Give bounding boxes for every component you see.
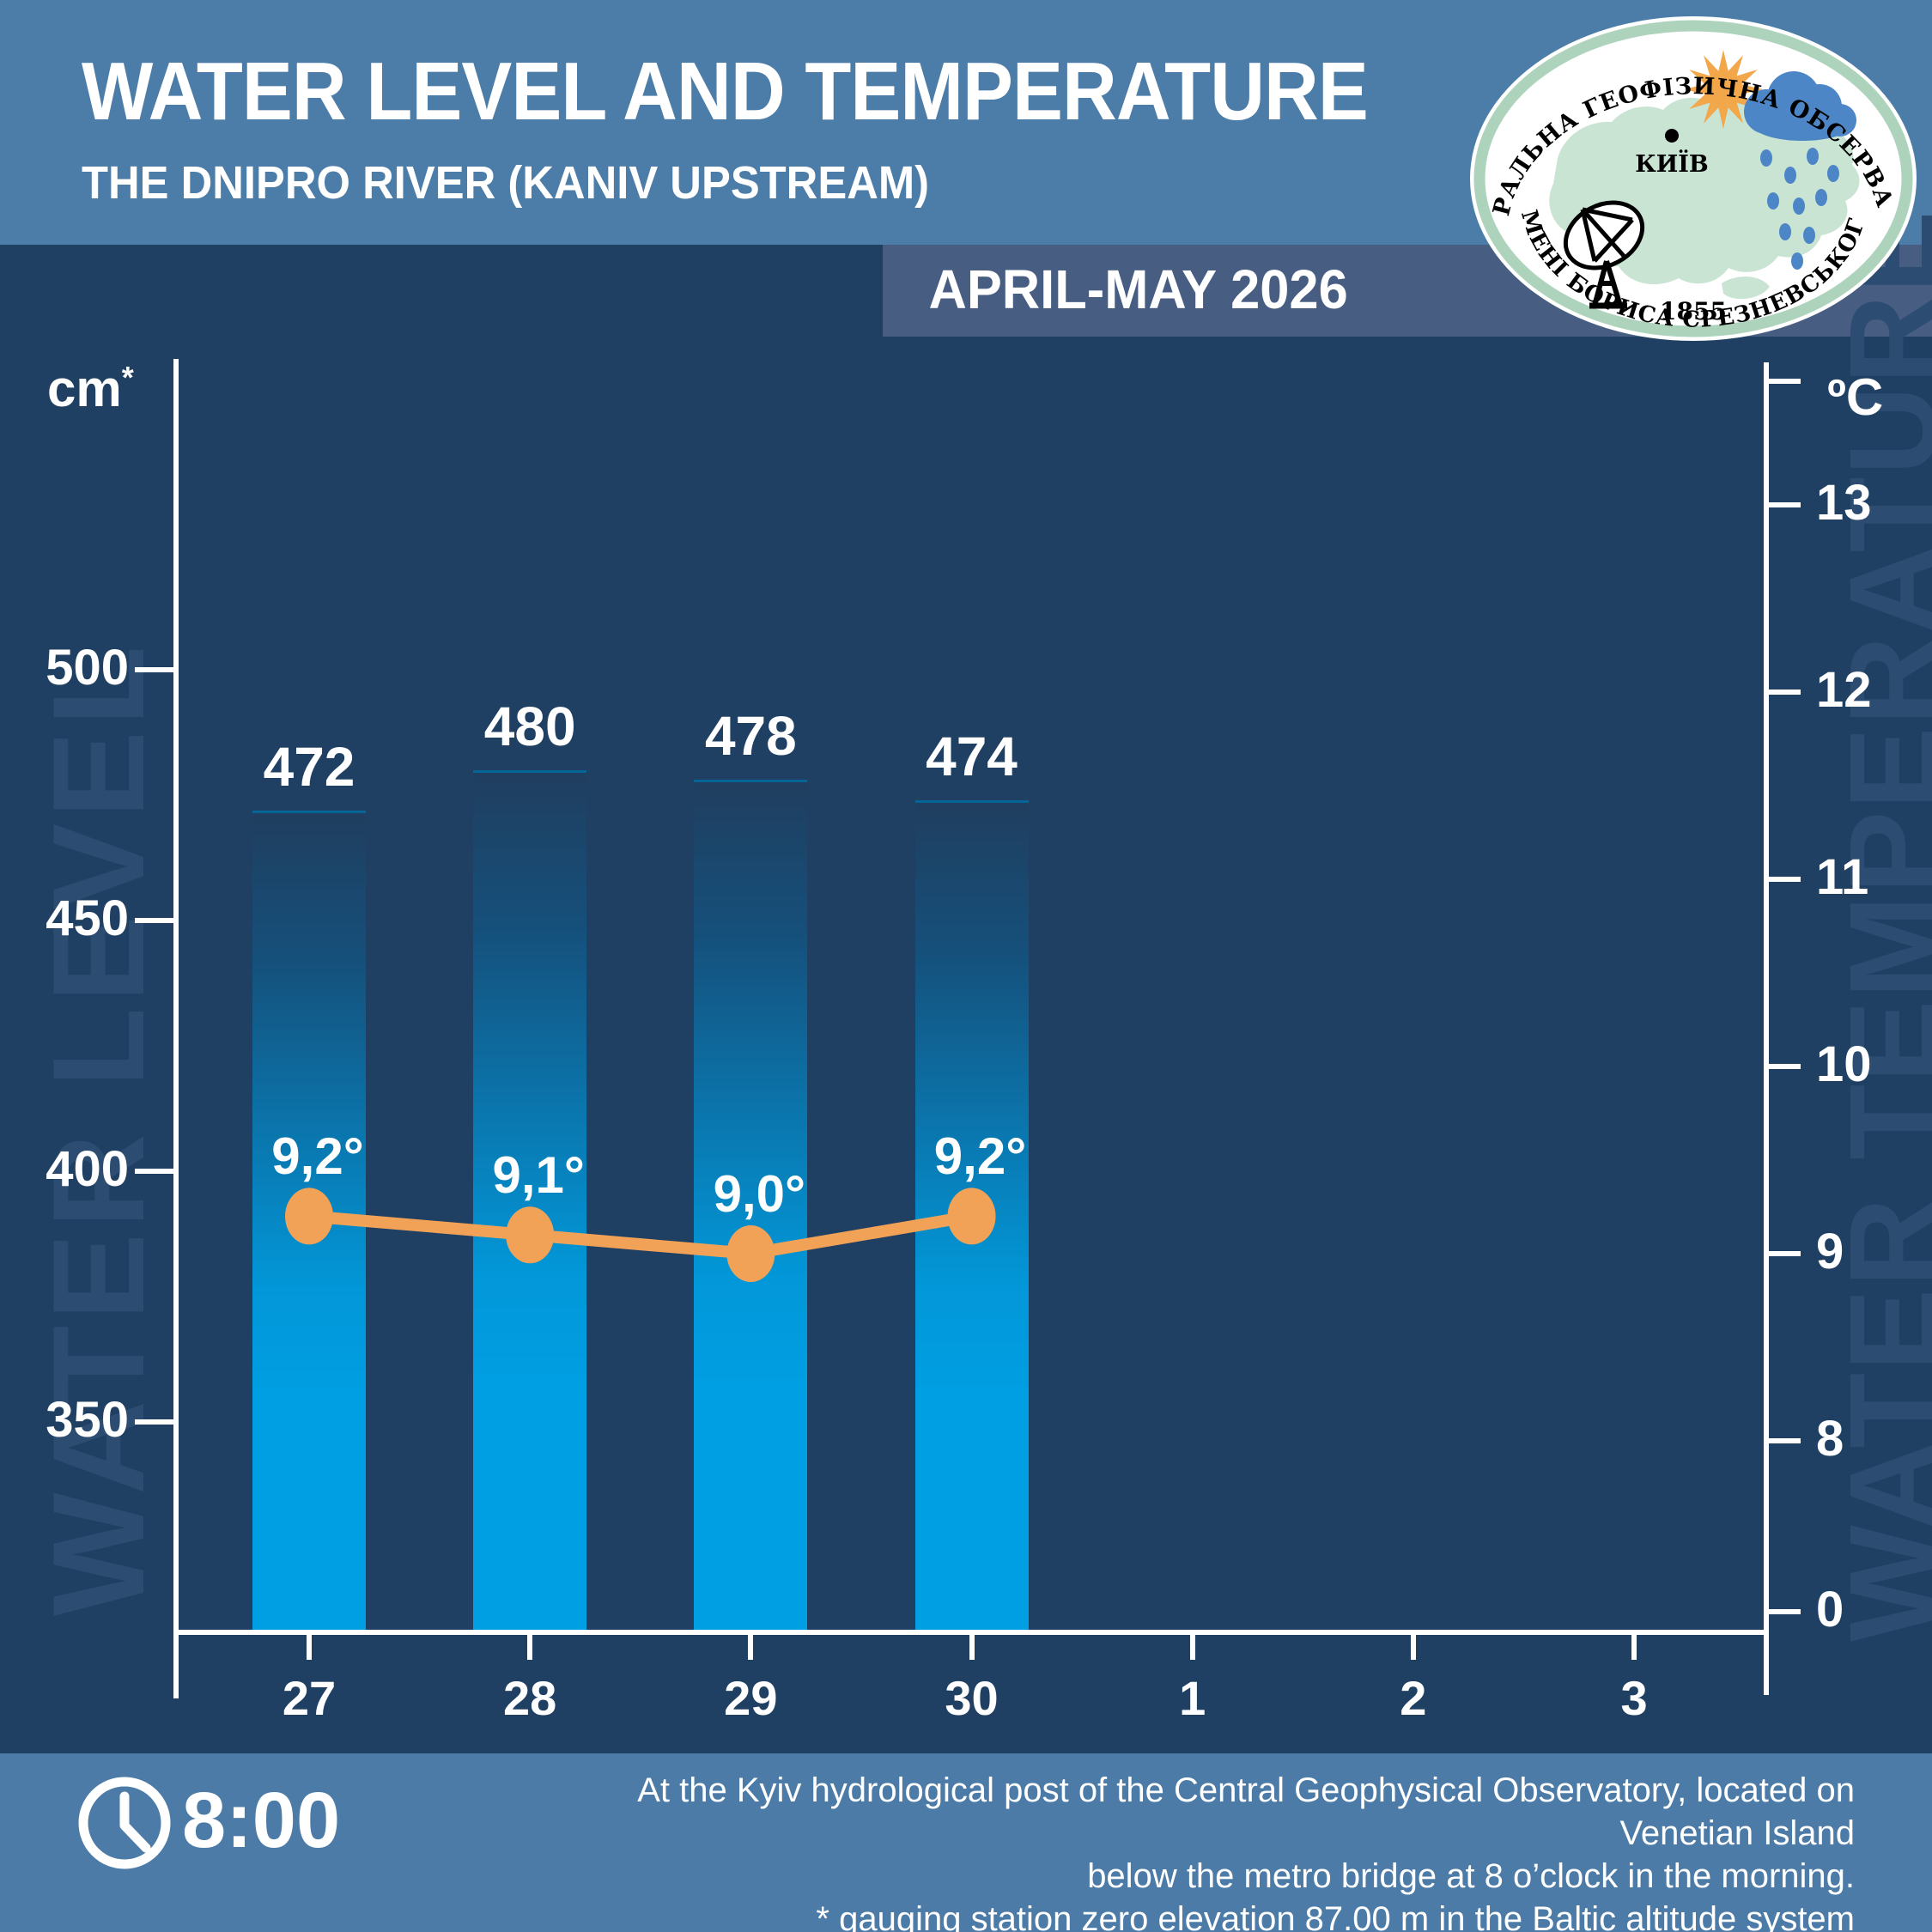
left-axis-tick-label: 500 (46, 640, 129, 696)
satellite-dish-icon (1563, 200, 1645, 309)
left-axis-tick (135, 918, 176, 923)
left-axis-tick (135, 1169, 176, 1174)
period-label: APRIL-MAY 2026 (928, 258, 1348, 320)
right-axis-tick-label: 10 (1816, 1036, 1872, 1092)
x-axis-label-day-1: 1 (1179, 1671, 1206, 1725)
x-axis-tick (748, 1632, 754, 1660)
x-axis-label-day-2: 2 (1400, 1671, 1427, 1725)
right-axis-top-tick (1766, 379, 1801, 384)
x-axis-tick (307, 1632, 312, 1660)
bar-day-29 (694, 780, 808, 1635)
footer-note-line3: * gauging station zero elevation 87.00 m… (816, 1900, 1855, 1932)
right-axis-tick (1766, 877, 1801, 882)
rain-cloud-icon (1744, 71, 1856, 270)
kyiv-dot (1665, 129, 1679, 143)
footer-note-line2: below the metro bridge at 8 o’clock in t… (1087, 1857, 1855, 1895)
x-axis-tick (1189, 1632, 1195, 1660)
right-axis-tick-label: 8 (1816, 1411, 1844, 1467)
right-axis-tick-label: 13 (1816, 475, 1872, 531)
right-axis-tick (1766, 1064, 1801, 1069)
right-axis-zero-label: 0 (1816, 1582, 1844, 1637)
right-axis-tick-label: 12 (1816, 662, 1872, 718)
temperature-point-label: 9,2° (271, 1127, 364, 1186)
clock-icon (78, 1777, 171, 1869)
footer-note: At the Kyiv hydrological post of the Cen… (558, 1769, 1855, 1932)
left-axis-tick-label: 350 (46, 1392, 129, 1448)
footer-note-line1: At the Kyiv hydrological post of the Cen… (637, 1771, 1855, 1852)
left-axis-line (173, 359, 179, 1698)
x-axis-label-day-29: 29 (724, 1671, 778, 1725)
temperature-line (308, 1210, 973, 1261)
right-axis-tick (1766, 502, 1801, 507)
left-axis-unit: cm* (47, 359, 134, 418)
left-axis-tick-label: 450 (46, 890, 129, 946)
left-axis-unit-text: cm (47, 360, 122, 417)
logo-crimea (1722, 276, 1770, 300)
bar-value-label: 474 (926, 725, 1018, 787)
left-axis-tick (135, 667, 176, 672)
right-axis-unit: ºC (1827, 368, 1884, 426)
footer-band (0, 1753, 1932, 1932)
right-axis-zero-tick (1766, 1609, 1801, 1614)
page-subtitle: THE DNIPRO RIVER (KANIV UPSTREAM) (82, 157, 930, 209)
temperature-point-label: 9,2° (933, 1127, 1027, 1186)
bar-value-label: 472 (263, 735, 355, 798)
left-axis-unit-asterisk: * (121, 360, 134, 395)
temperature-point-label: 9,0° (713, 1165, 806, 1223)
right-axis-line (1764, 362, 1769, 1695)
right-axis-tick-label: 9 (1816, 1224, 1844, 1279)
temperature-point (947, 1188, 996, 1245)
x-axis-tick (527, 1632, 533, 1660)
x-axis-label-day-30: 30 (945, 1671, 999, 1725)
right-axis-tick (1766, 690, 1801, 695)
temperature-point (726, 1225, 775, 1282)
logo-year: 1855 (1660, 297, 1727, 325)
temperature-point (285, 1188, 333, 1245)
x-axis-label-day-27: 27 (282, 1671, 337, 1725)
x-axis-tick (1410, 1632, 1416, 1660)
right-axis-tick-label: 11 (1816, 849, 1869, 905)
observatory-logo: КИЇВ ЦЕНТРАЛЬНА ГЕОФІЗИЧНА ОБСЕРВАТОРІЯ … (1464, 10, 1917, 341)
logo-ring (1473, 20, 1913, 337)
x-axis-tick (969, 1632, 975, 1660)
temperature-point-label: 9,1° (492, 1146, 585, 1205)
sun-star (1684, 50, 1763, 129)
temperature-point (506, 1206, 555, 1264)
observation-time: 8:00 (182, 1777, 341, 1864)
x-axis-label-day-3: 3 (1620, 1671, 1648, 1725)
right-axis-tick (1766, 1438, 1801, 1443)
x-axis-label-day-28: 28 (503, 1671, 557, 1725)
left-axis-tick (135, 1419, 176, 1425)
bar-day-28 (473, 769, 587, 1635)
left-axis-tick-label: 400 (46, 1141, 129, 1197)
bar-value-label: 478 (704, 705, 797, 768)
right-axis-tick (1766, 1251, 1801, 1256)
sun-icon (1684, 50, 1763, 129)
page-title: WATER LEVEL AND TEMPERATURE (82, 46, 1369, 137)
kyiv-label: КИЇВ (1635, 149, 1709, 178)
x-axis-tick (1631, 1632, 1637, 1660)
bar-value-label: 480 (483, 695, 576, 757)
